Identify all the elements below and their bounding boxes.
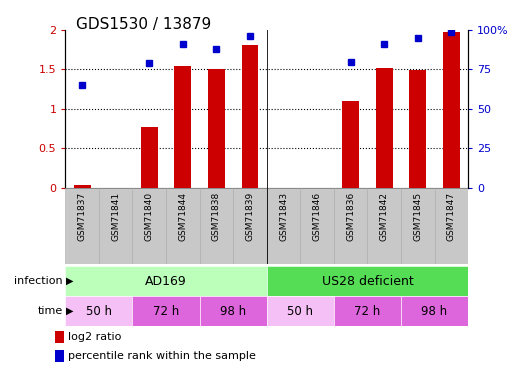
Text: 50 h: 50 h — [86, 305, 112, 318]
Text: ▶: ▶ — [66, 276, 74, 286]
Bar — [65, 266, 267, 296]
Bar — [267, 296, 334, 326]
Bar — [132, 188, 166, 264]
Text: GSM71846: GSM71846 — [313, 192, 322, 241]
Text: GDS1530 / 13879: GDS1530 / 13879 — [76, 17, 211, 32]
Text: AD169: AD169 — [145, 275, 187, 288]
Text: GSM71844: GSM71844 — [178, 192, 187, 241]
Bar — [342, 101, 359, 188]
Bar — [99, 188, 132, 264]
Text: GSM71837: GSM71837 — [77, 192, 87, 242]
Text: 98 h: 98 h — [422, 305, 448, 318]
Bar — [401, 296, 468, 326]
Text: log2 ratio: log2 ratio — [68, 332, 121, 342]
Bar — [267, 188, 300, 264]
Bar — [65, 188, 99, 264]
Text: infection: infection — [14, 276, 63, 286]
Bar — [166, 188, 200, 264]
Text: GSM71839: GSM71839 — [245, 192, 255, 242]
Bar — [242, 45, 258, 188]
Bar — [74, 185, 90, 188]
Bar — [141, 127, 157, 188]
Bar — [334, 296, 401, 326]
Bar — [200, 188, 233, 264]
Text: GSM71847: GSM71847 — [447, 192, 456, 241]
Bar — [267, 266, 468, 296]
Bar — [208, 69, 225, 188]
Text: 50 h: 50 h — [287, 305, 313, 318]
Text: GSM71840: GSM71840 — [145, 192, 154, 241]
Text: GSM71842: GSM71842 — [380, 192, 389, 241]
Text: percentile rank within the sample: percentile rank within the sample — [68, 351, 256, 361]
Bar — [410, 70, 426, 188]
Text: 72 h: 72 h — [153, 305, 179, 318]
Text: GSM71836: GSM71836 — [346, 192, 355, 242]
Text: GSM71843: GSM71843 — [279, 192, 288, 241]
Text: ▶: ▶ — [66, 306, 74, 316]
Bar — [443, 32, 460, 188]
Bar — [376, 68, 393, 188]
Bar — [175, 66, 191, 188]
Bar — [300, 188, 334, 264]
Text: GSM71838: GSM71838 — [212, 192, 221, 242]
Text: GSM71845: GSM71845 — [413, 192, 422, 241]
Text: 98 h: 98 h — [220, 305, 246, 318]
Bar — [401, 188, 435, 264]
Bar — [65, 296, 132, 326]
Text: GSM71841: GSM71841 — [111, 192, 120, 241]
Text: US28 deficient: US28 deficient — [322, 275, 413, 288]
Text: time: time — [38, 306, 63, 316]
Bar — [200, 296, 267, 326]
Bar — [367, 188, 401, 264]
Text: 72 h: 72 h — [354, 305, 381, 318]
Bar — [233, 188, 267, 264]
Bar — [435, 188, 468, 264]
Bar — [132, 296, 200, 326]
Bar — [334, 188, 367, 264]
